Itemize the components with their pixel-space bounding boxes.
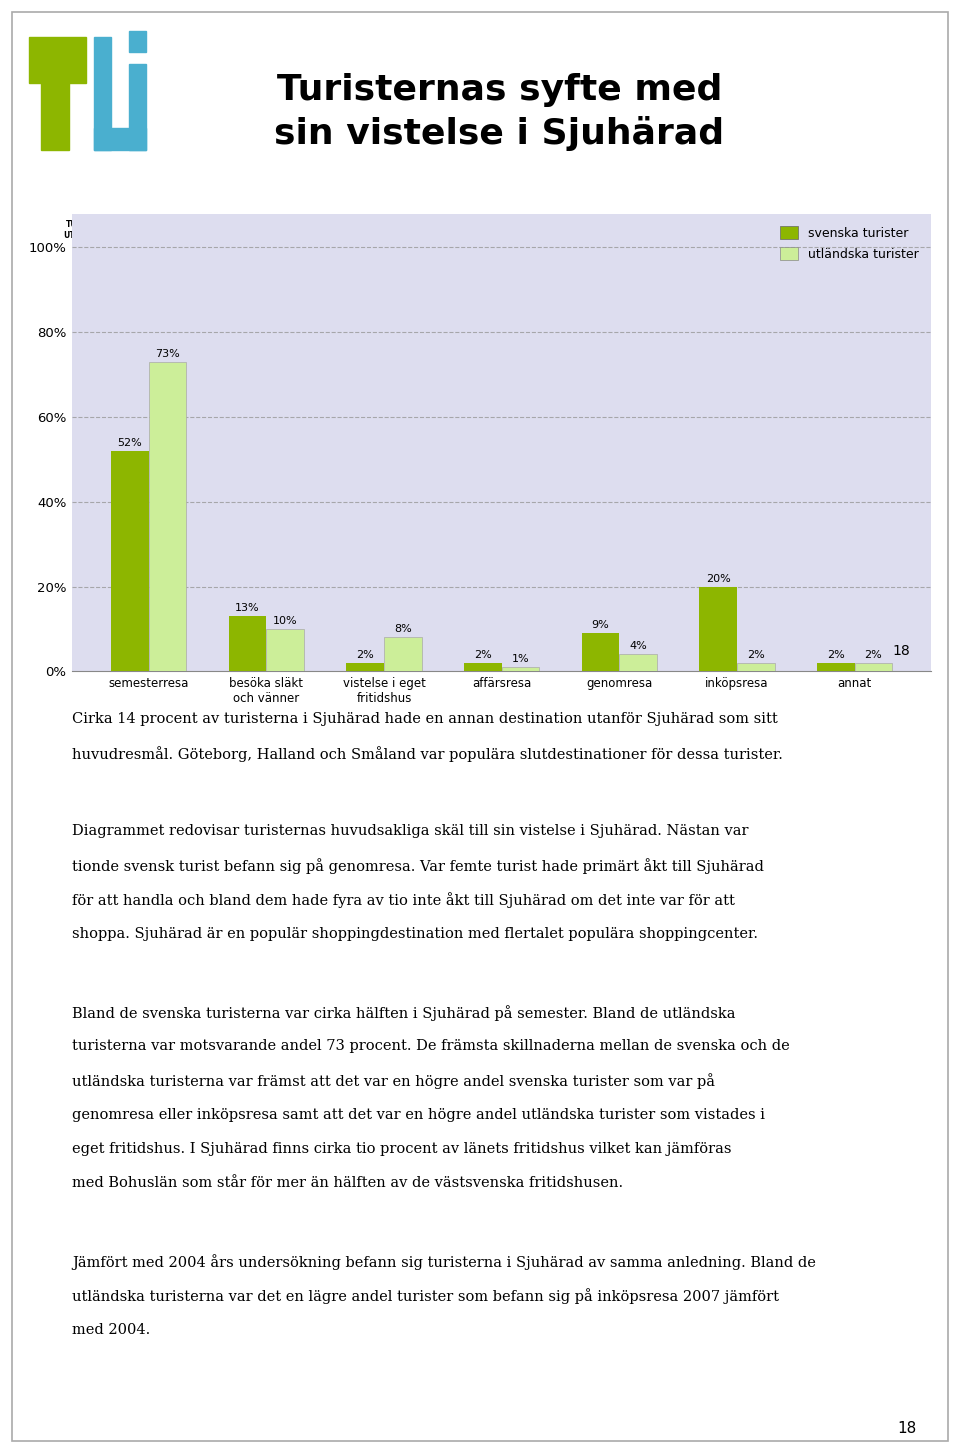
Text: 10%: 10%: [273, 616, 298, 626]
Bar: [699, 587, 737, 671]
Text: med 2004.: med 2004.: [72, 1322, 151, 1337]
Bar: [111, 450, 149, 671]
Text: genomresa eller inköpsresa samt att det var en högre andel utländska turister so: genomresa eller inköpsresa samt att det …: [72, 1107, 765, 1122]
Bar: [266, 629, 304, 671]
Text: utländska turisterna var främst att det var en högre andel svenska turister som : utländska turisterna var främst att det …: [72, 1074, 715, 1090]
Bar: [94, 36, 111, 150]
Text: eget fritidshus. I Sjuhärad finns cirka tio procent av länets fritidshus vilket : eget fritidshus. I Sjuhärad finns cirka …: [72, 1142, 732, 1155]
Text: 2%: 2%: [747, 649, 764, 660]
Text: Turisternas syfte med
sin vistelse i Sjuhärad: Turisternas syfte med sin vistelse i Sju…: [275, 73, 724, 151]
Text: turisterna var motsvarande andel 73 procent. De främsta skillnaderna mellan de s: turisterna var motsvarande andel 73 proc…: [72, 1039, 790, 1053]
Text: 9%: 9%: [591, 620, 610, 631]
Text: TURISMENS
UTREDNINGS
INSTITUT: TURISMENS UTREDNINGS INSTITUT: [63, 219, 119, 251]
Bar: [41, 83, 69, 150]
Bar: [817, 663, 854, 671]
Text: 1%: 1%: [512, 654, 529, 664]
Text: Bland de svenska turisterna var cirka hälften i Sjuhärad på semester. Bland de u: Bland de svenska turisterna var cirka hä…: [72, 1005, 735, 1021]
Text: 2%: 2%: [474, 649, 492, 660]
Text: utländska turisterna var det en lägre andel turister som befann sig på inköpsres: utländska turisterna var det en lägre an…: [72, 1289, 779, 1305]
Text: Diagrammet redovisar turisternas huvudsakliga skäl till sin vistelse i Sjuhärad.: Diagrammet redovisar turisternas huvudsa…: [72, 824, 749, 838]
Text: tionde svensk turist befann sig på genomresa. Var femte turist hade primärt åkt : tionde svensk turist befann sig på genom…: [72, 859, 764, 875]
Text: huvudresmål. Göteborg, Halland och Småland var populära slutdestinationer för de: huvudresmål. Göteborg, Halland och Småla…: [72, 745, 782, 761]
Text: 8%: 8%: [394, 625, 412, 635]
Text: 2%: 2%: [827, 649, 845, 660]
Bar: [464, 663, 501, 671]
Text: 13%: 13%: [235, 603, 260, 613]
Text: 18: 18: [898, 1421, 917, 1436]
Bar: [129, 31, 146, 52]
Bar: [347, 663, 384, 671]
Text: shoppa. Sjuhärad är en populär shoppingdestination med flertalet populära shoppi: shoppa. Sjuhärad är en populär shoppingd…: [72, 927, 758, 940]
Text: med Bohuslän som står för mer än hälften av de västsvenska fritidshusen.: med Bohuslän som står för mer än hälften…: [72, 1175, 623, 1190]
Text: 52%: 52%: [117, 437, 142, 448]
Text: 20%: 20%: [706, 574, 731, 584]
Bar: [129, 64, 146, 150]
Text: 18: 18: [892, 644, 910, 658]
Bar: [619, 654, 657, 671]
Legend: svenska turister, utländska turister: svenska turister, utländska turister: [774, 219, 924, 267]
Text: Cirka 14 procent av turisterna i Sjuhärad hade en annan destination utanför Sjuh: Cirka 14 procent av turisterna i Sjuhära…: [72, 712, 778, 725]
Bar: [501, 667, 540, 671]
Bar: [149, 362, 186, 671]
Bar: [582, 634, 619, 671]
Text: Jämfört med 2004 års undersökning befann sig turisterna i Sjuhärad av samma anle: Jämfört med 2004 års undersökning befann…: [72, 1254, 816, 1270]
Bar: [94, 128, 146, 150]
Bar: [228, 616, 266, 671]
Bar: [737, 663, 775, 671]
Text: 4%: 4%: [629, 641, 647, 651]
Text: 73%: 73%: [156, 349, 180, 359]
Bar: [29, 36, 86, 83]
Bar: [854, 663, 892, 671]
Text: för att handla och bland dem hade fyra av tio inte åkt till Sjuhärad om det inte: för att handla och bland dem hade fyra a…: [72, 892, 734, 908]
Text: 2%: 2%: [356, 649, 374, 660]
Text: 2%: 2%: [864, 649, 882, 660]
Bar: [384, 638, 421, 671]
